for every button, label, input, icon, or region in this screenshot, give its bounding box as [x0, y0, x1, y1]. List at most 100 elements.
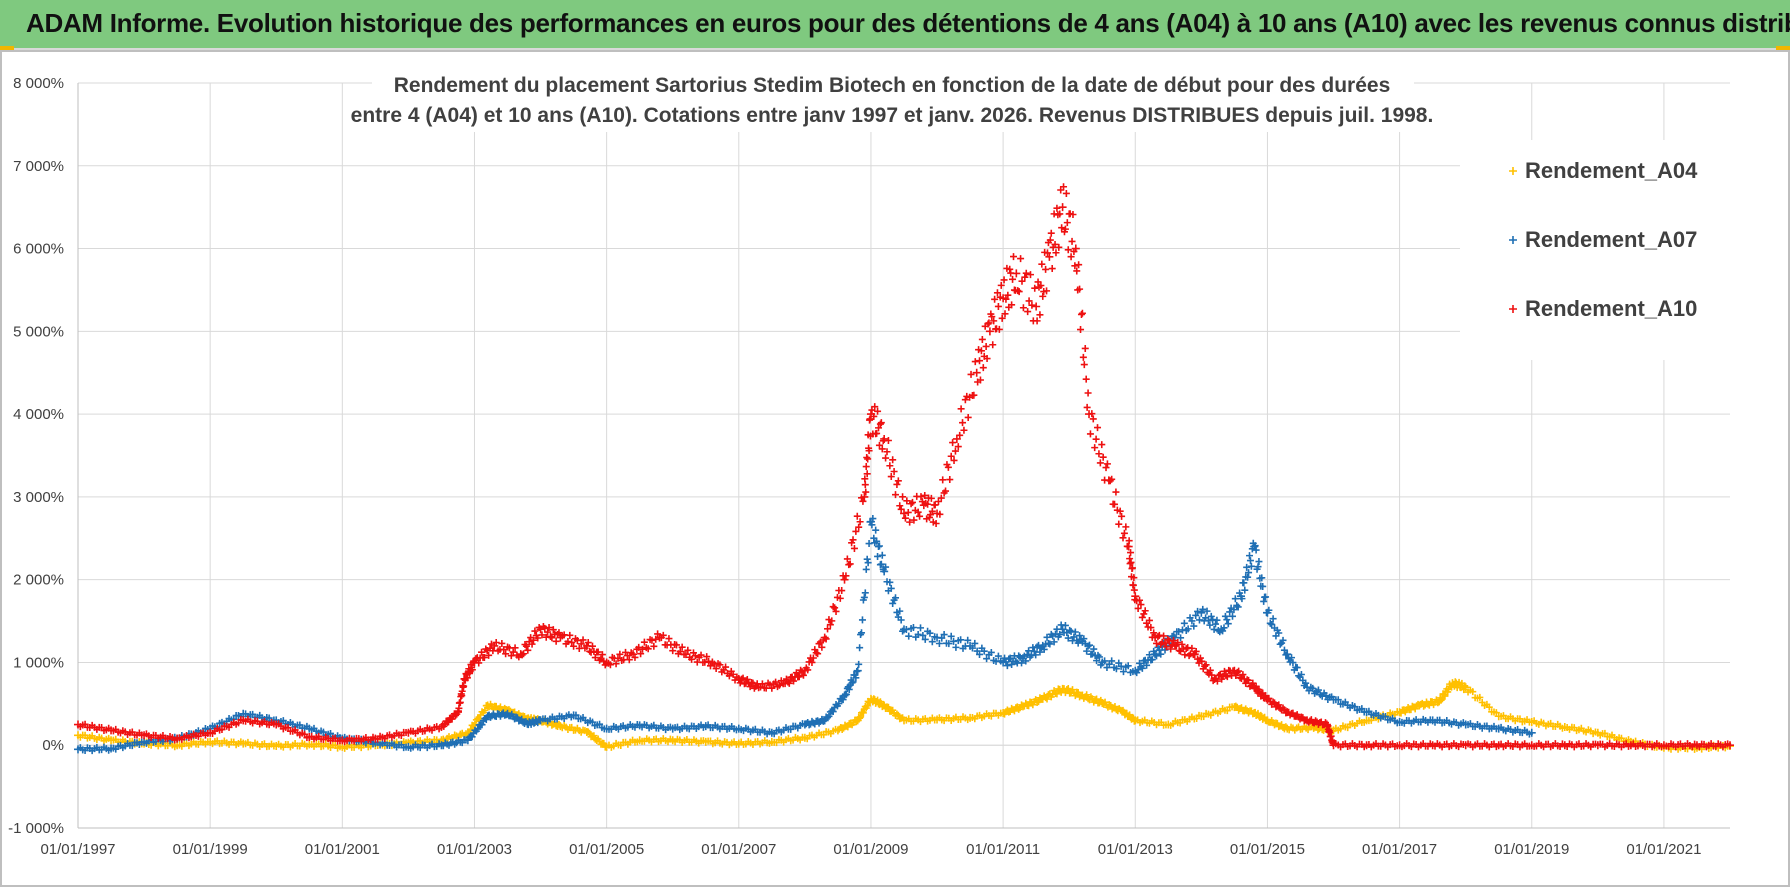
data-point-fill	[863, 470, 871, 478]
data-point-fill	[1017, 255, 1025, 263]
title-background	[372, 60, 1414, 132]
data-point-fill	[1258, 690, 1266, 698]
data-point-fill	[901, 514, 909, 522]
data-point-fill	[1076, 632, 1084, 640]
data-point-fill	[716, 661, 724, 669]
data-point-fill	[1098, 441, 1106, 449]
data-point-fill	[944, 463, 952, 471]
data-point-fill	[598, 651, 606, 659]
y-tick-label: 1 000%	[13, 654, 64, 671]
legend-label-a10: Rendement_A10	[1525, 296, 1697, 321]
data-point-fill	[873, 429, 881, 437]
data-point-fill	[468, 666, 476, 674]
data-point-fill	[1061, 621, 1069, 629]
data-point-fill	[984, 320, 992, 328]
x-tick-label: 01/01/2019	[1494, 841, 1569, 858]
data-point-fill	[947, 632, 955, 640]
data-point-fill	[879, 700, 887, 708]
data-point-fill	[1437, 696, 1445, 704]
data-point-fill	[875, 542, 883, 550]
data-point-fill	[1243, 563, 1251, 571]
data-point-fill	[568, 638, 576, 646]
data-point-fill	[492, 639, 500, 647]
data-point-fill	[1083, 403, 1091, 411]
data-point-fill	[1042, 265, 1050, 273]
data-point-fill	[876, 420, 884, 428]
data-point-fill	[1220, 624, 1228, 632]
data-point-fill	[825, 712, 833, 720]
data-point-fill	[572, 711, 580, 719]
data-point-fill	[284, 724, 292, 732]
data-point-fill	[1322, 692, 1330, 700]
y-axis: -1 000% 0% 1 000% 2 000% 3 000% 4 000% 5 000% 6…	[8, 75, 64, 837]
data-point-fill	[1140, 610, 1148, 618]
data-point-fill	[1231, 595, 1239, 603]
data-point-fill	[1093, 657, 1101, 665]
data-point-fill	[612, 660, 620, 668]
data-point-fill	[845, 685, 853, 693]
data-point	[840, 575, 849, 584]
data-point-fill	[1157, 650, 1165, 658]
data-point-fill	[669, 647, 677, 655]
x-tick-label: 01/01/1999	[173, 841, 248, 858]
data-point-fill	[705, 657, 713, 665]
data-point-fill	[844, 723, 852, 731]
data-point-fill	[896, 502, 904, 510]
data-point-fill	[1297, 671, 1305, 679]
data-point-fill	[903, 497, 911, 505]
data-point-fill	[887, 473, 895, 481]
data-point-fill	[1022, 269, 1030, 277]
data-point-fill	[1223, 707, 1231, 715]
data-point-fill	[616, 650, 624, 658]
data-point-fill	[858, 629, 866, 637]
data-point-fill	[1033, 698, 1041, 706]
data-point-fill	[976, 357, 984, 365]
data-point-fill	[1006, 265, 1014, 273]
data-point-fill	[983, 655, 991, 663]
data-point-fill	[861, 475, 869, 483]
x-tick-label: 01/01/2017	[1362, 841, 1437, 858]
data-point-fill	[1236, 589, 1244, 597]
data-point-fill	[1038, 260, 1046, 268]
data-point-fill	[468, 733, 476, 741]
data-point-fill	[1090, 645, 1098, 653]
chart-title-line1: Rendement du placement Sartorius Stedim …	[394, 74, 1391, 97]
data-point-fill	[1043, 695, 1051, 703]
data-point-fill	[1245, 569, 1253, 577]
data-point-fill	[1252, 546, 1260, 554]
legend-background	[1460, 140, 1730, 360]
data-point-fill	[614, 654, 622, 662]
legend: Rendement_A04 Rendement_A07 Rendement_A10	[1460, 140, 1730, 360]
data-point-fill	[884, 703, 892, 711]
data-point-fill	[1018, 659, 1026, 667]
data-point-fill	[859, 709, 867, 717]
data-point-fill	[784, 678, 792, 686]
data-point-fill	[594, 648, 602, 656]
data-point-fill	[725, 672, 733, 680]
data-point-fill	[1108, 657, 1116, 665]
data-point-fill	[939, 476, 947, 484]
data-point-fill	[883, 448, 891, 456]
x-tick-label: 01/01/2007	[701, 841, 776, 858]
data-point-fill	[799, 671, 807, 679]
data-point-fill	[875, 441, 883, 449]
data-point-fill	[926, 629, 934, 637]
data-point-fill	[1302, 679, 1310, 687]
banner: ADAM Informe. Evolution historique des p…	[0, 0, 1790, 50]
data-point-fill	[1058, 224, 1066, 232]
data-point-fill	[1092, 435, 1100, 443]
data-point-fill	[850, 544, 858, 552]
data-point-fill	[1206, 666, 1214, 674]
data-point-fill	[978, 335, 986, 343]
data-point-fill	[509, 648, 517, 656]
data-point	[985, 327, 994, 336]
data-point-fill	[579, 636, 587, 644]
data-point-fill	[902, 625, 910, 633]
data-point-fill	[1067, 253, 1075, 261]
data-point-fill	[909, 624, 917, 632]
data-point	[952, 434, 961, 443]
x-tick-label: 01/01/2005	[569, 841, 644, 858]
data-point-fill	[1070, 633, 1078, 641]
data-point-fill	[956, 431, 964, 439]
data-point	[1032, 302, 1041, 311]
